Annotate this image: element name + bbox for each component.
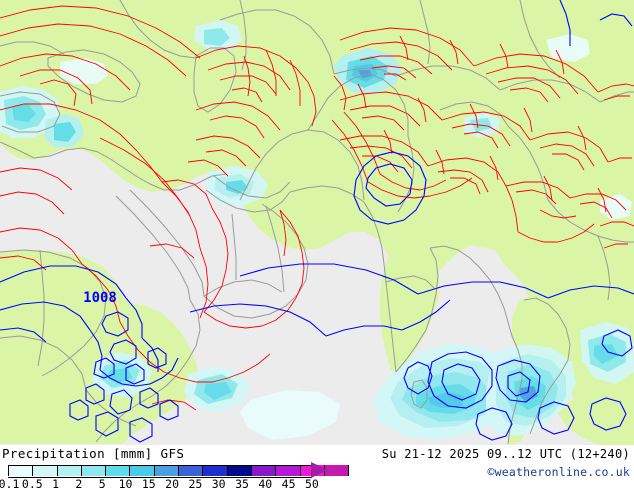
color-swatch-5 bbox=[106, 465, 131, 476]
tick-label-0.1: 0.1 bbox=[0, 477, 20, 491]
isobar-label-1008: 1008 bbox=[83, 290, 117, 306]
precipitation-map[interactable]: 1008 bbox=[0, 0, 634, 445]
isobar-layer bbox=[0, 0, 634, 443]
tick-label-5: 5 bbox=[98, 477, 106, 491]
tick-label-20: 20 bbox=[165, 477, 180, 491]
color-swatch-15 bbox=[154, 465, 180, 476]
tick-label-30: 30 bbox=[211, 477, 226, 491]
contour-layer bbox=[0, 5, 634, 411]
tick-label-25: 25 bbox=[188, 477, 203, 491]
color-swatch-1 bbox=[57, 465, 82, 476]
color-swatch-50 bbox=[324, 465, 350, 476]
legend-title: Precipitation [mmm] GFS bbox=[2, 446, 185, 461]
legend-footer: Precipitation [mmm] GFS Su 21-12 2025 09… bbox=[0, 445, 634, 491]
tick-label-15: 15 bbox=[141, 477, 156, 491]
color-scale-bar[interactable] bbox=[8, 465, 350, 476]
color-swatch-30 bbox=[227, 465, 252, 476]
tick-label-10: 10 bbox=[118, 477, 133, 491]
forecast-timestamp: Su 21-12 2025 09..12 UTC (12+240) bbox=[381, 447, 630, 461]
tick-label-50: 50 bbox=[304, 477, 319, 491]
color-swatch-20 bbox=[179, 465, 204, 476]
tick-label-45: 45 bbox=[281, 477, 296, 491]
color-swatch-35 bbox=[251, 465, 277, 476]
tick-label-40: 40 bbox=[258, 477, 273, 491]
color-swatch-10 bbox=[130, 465, 155, 476]
color-swatch-2 bbox=[81, 465, 107, 476]
isobar-label-group: 1008 bbox=[83, 290, 117, 306]
color-scale-ticks: 0.1 0.5 1 2 5 10 15 20 25 30 35 40 45 50 bbox=[0, 477, 330, 491]
tick-label-35: 35 bbox=[235, 477, 249, 491]
color-swatch-40 bbox=[276, 465, 301, 476]
color-swatch-0.5 bbox=[33, 465, 58, 476]
tick-label-1: 1 bbox=[52, 477, 60, 491]
border-layer bbox=[0, 0, 634, 445]
color-scale-overflow-arrow bbox=[311, 462, 328, 478]
copyright-notice: ©weatheronline.co.uk bbox=[487, 465, 630, 479]
tick-label-0.5: 0.5 bbox=[21, 477, 43, 491]
map-canvas: 1008 bbox=[0, 0, 634, 445]
color-swatch-0.1 bbox=[8, 465, 34, 476]
tick-label-2: 2 bbox=[75, 477, 83, 491]
color-swatch-25 bbox=[203, 465, 228, 476]
